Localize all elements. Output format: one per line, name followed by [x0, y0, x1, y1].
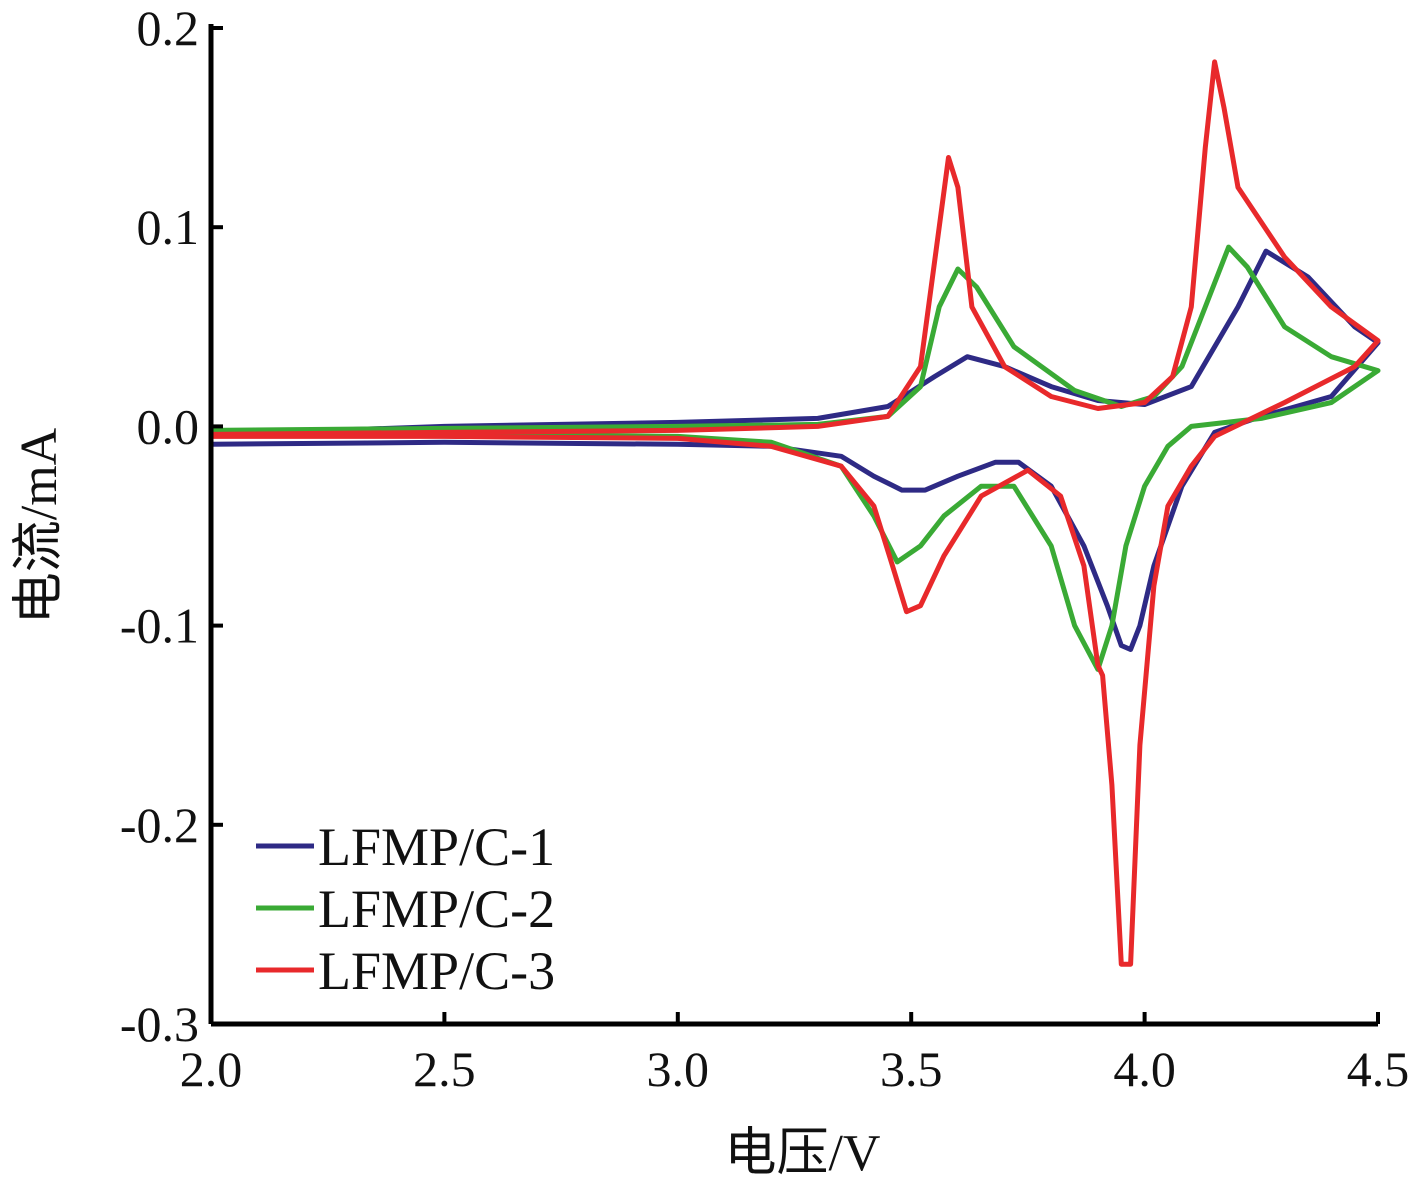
y-tick-label: 0.0 — [137, 398, 200, 454]
legend-label-2: LFMP/C-2 — [318, 879, 555, 939]
y-ticks: 0.2 0.1 0.0 -0.1 -0.2 -0.3 — [120, 0, 223, 1052]
x-ticks: 2.0 2.5 3.0 3.5 4.0 4.5 — [180, 1012, 1410, 1097]
y-tick-label: 0.2 — [137, 0, 200, 56]
legend-label-1: LFMP/C-1 — [318, 817, 555, 877]
series-line-1 — [208, 248, 1381, 652]
plot-series — [208, 59, 1381, 967]
y-tick-label: -0.2 — [120, 797, 199, 853]
y-tick-label: -0.1 — [120, 598, 199, 654]
y-tick-label: -0.3 — [120, 996, 199, 1052]
x-tick-label: 3.0 — [647, 1041, 710, 1097]
y-tick-label: 0.1 — [137, 199, 200, 255]
x-tick-label: 4.0 — [1113, 1041, 1176, 1097]
y-axis-title: 电流/mA — [11, 427, 68, 624]
x-tick-label: 2.0 — [180, 1041, 243, 1097]
series-line-3 — [208, 59, 1381, 967]
x-tick-label: 4.5 — [1347, 1041, 1410, 1097]
x-axis-title: 电压/V — [724, 1125, 880, 1181]
legend-label-3: LFMP/C-3 — [318, 941, 555, 1001]
series-line-2 — [208, 244, 1381, 672]
axes — [208, 24, 1378, 1027]
x-tick-label: 3.5 — [880, 1041, 943, 1097]
x-tick-label: 2.5 — [413, 1041, 476, 1097]
